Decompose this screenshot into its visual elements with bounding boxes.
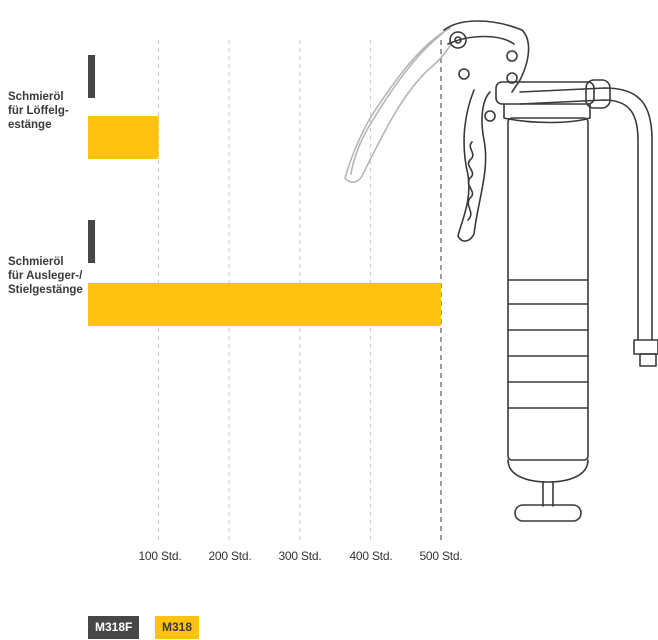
- x-tick-label-300: 300 Std.: [278, 549, 322, 563]
- legend-m318: M318: [155, 616, 200, 639]
- legend-m318f: M318F: [88, 616, 140, 639]
- x-tick-label-500: 500 Std.: [419, 549, 463, 563]
- bar-m318-cat1: [88, 283, 441, 326]
- x-tick-label-400: 400 Std.: [349, 549, 393, 563]
- bar-m318f-cat1: [88, 220, 96, 263]
- bars: [88, 55, 441, 326]
- bar-m318f-cat0: [88, 55, 96, 98]
- bar-m318-cat0: [88, 116, 159, 159]
- category-label-loeffelgestaenge: Schmieröl für Löffelg- estänge: [8, 91, 69, 131]
- x-tick-label-200: 200 Std.: [208, 549, 252, 563]
- category-label-auslegergestaenge: Schmieröl für Ausleger-/ Stielgestänge: [8, 256, 83, 296]
- grease-gun-icon: [344, 20, 658, 522]
- x-tick-label-100: 100 Std.: [138, 549, 182, 563]
